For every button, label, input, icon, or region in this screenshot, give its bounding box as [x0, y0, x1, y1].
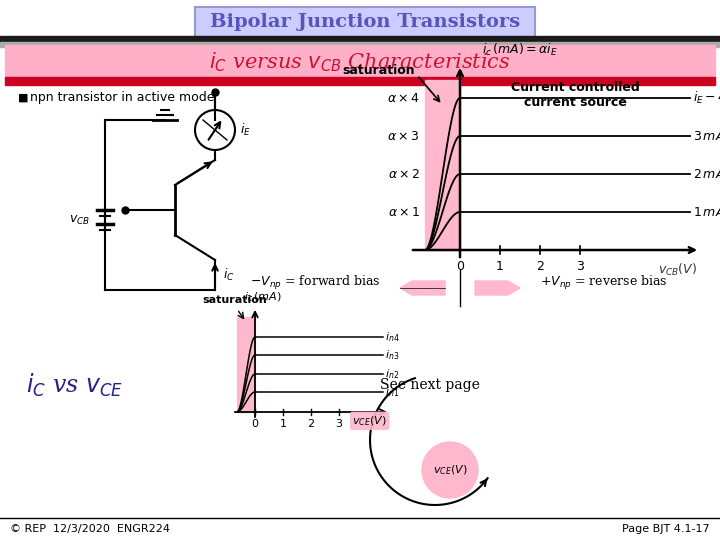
Text: 3: 3: [336, 419, 343, 429]
Text: $3\,mA$: $3\,mA$: [693, 130, 720, 143]
Text: $i_C$ versus $v_{CB}$ Characteristics: $i_C$ versus $v_{CB}$ Characteristics: [210, 50, 510, 74]
Text: saturation: saturation: [343, 64, 415, 77]
Text: $\alpha\times4$: $\alpha\times4$: [387, 91, 420, 105]
Text: $i_C$ vs $v_{CE}$: $i_C$ vs $v_{CE}$: [27, 372, 124, 399]
Bar: [5, 45, 715, 78]
Text: $v_{CE}(V)$: $v_{CE}(V)$: [433, 463, 467, 477]
Bar: [0, 36, 720, 42]
Text: $\alpha\times3$: $\alpha\times3$: [387, 130, 420, 143]
Text: $v_{CB}(V)$: $v_{CB}(V)$: [658, 262, 697, 278]
Text: Bipolar Junction Transistors: Bipolar Junction Transistors: [210, 13, 520, 31]
Text: $1\,mA$: $1\,mA$: [693, 206, 720, 219]
Text: © REP  12/3/2020  ENGR224: © REP 12/3/2020 ENGR224: [10, 524, 170, 534]
Text: 2: 2: [536, 260, 544, 273]
FancyArrow shape: [475, 281, 520, 295]
Text: $i_c\,(mA)$: $i_c\,(mA)$: [244, 291, 282, 304]
Text: $v_{CB}$: $v_{CB}$: [69, 213, 90, 227]
Text: $+V_{np}$ = reverse bias: $+V_{np}$ = reverse bias: [540, 274, 667, 292]
Bar: [0, 42, 720, 47]
Text: $-V_{np}$ = forward bias: $-V_{np}$ = forward bias: [250, 274, 380, 292]
Bar: [425, 80, 460, 250]
Text: 3: 3: [576, 260, 584, 273]
Text: $i_E$: $i_E$: [240, 122, 251, 138]
Text: $i_c\,(mA) = \alpha i_E$: $i_c\,(mA) = \alpha i_E$: [482, 42, 558, 58]
Text: saturation: saturation: [202, 295, 267, 305]
FancyArrow shape: [400, 281, 445, 295]
Text: $\alpha\times1$: $\alpha\times1$: [387, 206, 420, 219]
Text: 1: 1: [279, 419, 287, 429]
Text: 0: 0: [251, 419, 258, 429]
FancyBboxPatch shape: [195, 7, 535, 37]
Text: $i_E - 4\,mA$: $i_E - 4\,mA$: [693, 90, 720, 106]
Text: $\alpha\times2$: $\alpha\times2$: [388, 167, 420, 180]
Text: $2\,mA$: $2\,mA$: [693, 167, 720, 180]
Text: $i_{n2}$: $i_{n2}$: [385, 367, 399, 381]
Circle shape: [422, 442, 478, 498]
Text: $i_{n3}$: $i_{n3}$: [385, 348, 400, 362]
Text: 0: 0: [456, 260, 464, 273]
Bar: [237, 317, 255, 412]
Text: 1: 1: [496, 260, 504, 273]
Text: $i_C$: $i_C$: [223, 267, 235, 283]
Text: npn transistor in active mode: npn transistor in active mode: [30, 91, 215, 105]
Text: See next page: See next page: [380, 378, 480, 392]
Text: Page BJT 4.1-17: Page BJT 4.1-17: [622, 524, 710, 534]
Text: $i_{n1}$: $i_{n1}$: [385, 385, 400, 399]
Text: Current controlled
current source: Current controlled current source: [510, 81, 639, 109]
Text: 2: 2: [307, 419, 315, 429]
Text: $v_{CE}(V)$: $v_{CE}(V)$: [352, 414, 387, 428]
Text: ■: ■: [18, 93, 29, 103]
Bar: [5, 77, 715, 85]
Text: $i_{n4}$: $i_{n4}$: [385, 330, 400, 344]
